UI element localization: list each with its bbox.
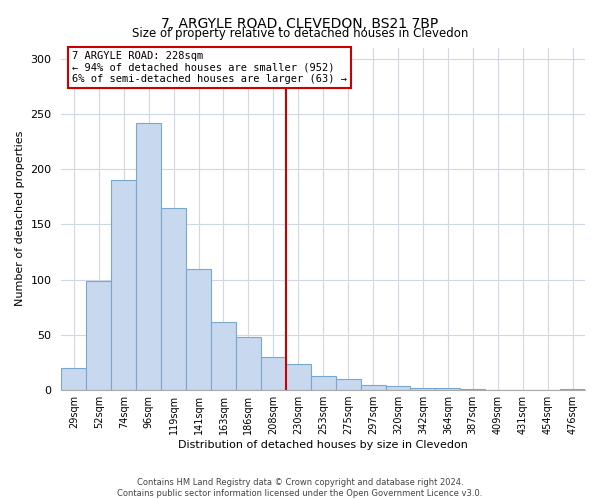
Bar xyxy=(236,337,261,390)
Y-axis label: Number of detached properties: Number of detached properties xyxy=(15,131,25,306)
X-axis label: Distribution of detached houses by size in Clevedon: Distribution of detached houses by size … xyxy=(178,440,468,450)
Bar xyxy=(211,322,236,390)
Bar xyxy=(560,389,585,390)
Text: 7, ARGYLE ROAD, CLEVEDON, BS21 7BP: 7, ARGYLE ROAD, CLEVEDON, BS21 7BP xyxy=(161,18,439,32)
Bar xyxy=(386,386,410,390)
Text: Contains HM Land Registry data © Crown copyright and database right 2024.
Contai: Contains HM Land Registry data © Crown c… xyxy=(118,478,482,498)
Bar xyxy=(361,384,386,390)
Bar xyxy=(410,388,436,390)
Bar xyxy=(460,389,485,390)
Bar xyxy=(111,180,136,390)
Bar xyxy=(286,364,311,390)
Bar xyxy=(186,268,211,390)
Bar xyxy=(261,357,286,390)
Bar xyxy=(61,368,86,390)
Bar xyxy=(161,208,186,390)
Bar xyxy=(436,388,460,390)
Bar xyxy=(136,122,161,390)
Bar xyxy=(335,379,361,390)
Text: Size of property relative to detached houses in Clevedon: Size of property relative to detached ho… xyxy=(132,28,468,40)
Bar xyxy=(86,280,111,390)
Text: 7 ARGYLE ROAD: 228sqm
← 94% of detached houses are smaller (952)
6% of semi-deta: 7 ARGYLE ROAD: 228sqm ← 94% of detached … xyxy=(72,51,347,84)
Bar xyxy=(311,376,335,390)
